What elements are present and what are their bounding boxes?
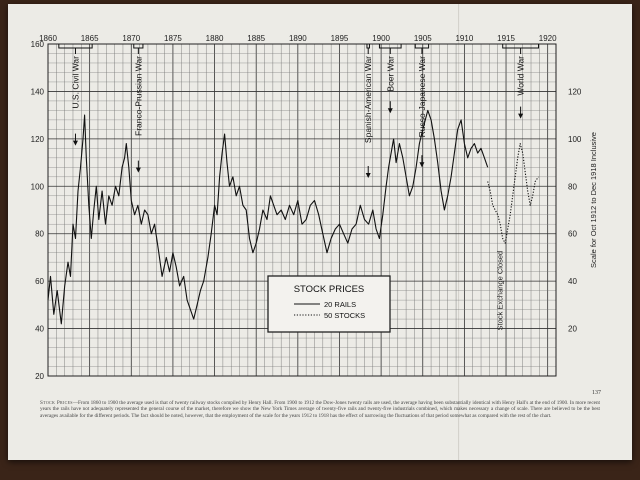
right-tick-label: 60 [568, 230, 577, 239]
annotation-spanish-american-war: Spanish-American War [363, 44, 373, 178]
left-tick-label: 60 [35, 277, 44, 286]
x-tick-label: 1915 [497, 34, 515, 43]
left-tick-label: 80 [35, 230, 44, 239]
annotation-world-war: World War [502, 44, 540, 119]
x-tick-label: 1865 [81, 34, 99, 43]
x-tick-label: 1870 [122, 34, 140, 43]
x-tick-label: 1860 [39, 34, 57, 43]
x-tick-label: 1895 [331, 34, 349, 43]
annotation-russo-japanese-war: Russo-Japanese War [414, 44, 430, 168]
left-tick-label: 140 [31, 87, 45, 96]
annotation-u-s-civil-war: U.S. Civil War [58, 44, 93, 146]
annotation-boer-war: Boer War [378, 44, 402, 114]
legend-label-20-rails: 20 RAILS [324, 300, 356, 309]
x-tick-label: 1885 [247, 34, 265, 43]
annotation-bracket [133, 44, 144, 49]
annotation-label: Spanish-American War [363, 56, 373, 143]
chart-series [47, 109, 539, 325]
plot-frame [47, 43, 557, 377]
stock-exchange-closed-note: Stock Exchange Closed [495, 251, 504, 331]
right-tick-label: 40 [568, 277, 577, 286]
annotation-label: Boer War [385, 56, 395, 92]
left-tick-label: 100 [31, 182, 45, 191]
x-tick-label: 1890 [289, 34, 307, 43]
series-line-50-stocks [487, 143, 539, 244]
annotation-bracket [366, 44, 370, 49]
annotation-label: Franco-Prussian War [133, 56, 143, 136]
legend: STOCK PRICES 20 RAILS 50 STOCKS [267, 275, 391, 333]
x-tick-label: 1880 [206, 34, 224, 43]
left-tick-label: 160 [31, 40, 45, 49]
legend-title: STOCK PRICES [294, 284, 365, 295]
war-annotations: U.S. Civil War Franco-Prussian War Spanish… [58, 44, 540, 178]
right-axis-label: Scale for Oct 1912 to Dec 1918 Inclusive [589, 132, 598, 268]
x-tick-label: 1875 [164, 34, 182, 43]
right-tick-label: 20 [568, 325, 577, 334]
annotation-label: World War [516, 56, 526, 96]
annotation-arrowhead [365, 173, 371, 178]
annotation-arrowhead [518, 113, 524, 119]
left-tick-label: 40 [35, 325, 44, 334]
right-tick-label: 100 [568, 135, 582, 144]
annotation-label: U.S. Civil War [70, 56, 80, 109]
caption-text: —From 1860 to 1900 the average used is t… [40, 400, 600, 419]
right-tick-label: 120 [568, 87, 582, 96]
x-tick-label: 1900 [372, 34, 390, 43]
left-axis-tick-labels: 20 40 60 80 100 120 140 160 [31, 40, 45, 381]
right-axis-tick-labels: 20 40 60 80 100 120 [568, 87, 582, 333]
annotation-arrowhead [72, 140, 78, 146]
annotation-arrowhead [135, 167, 141, 173]
annotation-arrowhead [387, 108, 393, 114]
annotation-franco-prussian-war: Franco-Prussian War [133, 44, 144, 173]
left-tick-label: 20 [35, 372, 44, 381]
x-tick-label: 1920 [539, 34, 557, 43]
series-line-20-rails [47, 109, 489, 325]
page-number: 137 [592, 390, 601, 396]
printed-page [8, 4, 632, 460]
legend-label-50-stocks: 50 STOCKS [324, 311, 365, 320]
left-tick-label: 120 [31, 135, 45, 144]
annotation-bracket [58, 44, 93, 49]
figure-caption: Stock Prices—From 1860 to 1900 the avera… [40, 400, 600, 419]
caption-lead: Stock Prices [40, 400, 73, 406]
annotation-bracket [414, 44, 430, 49]
x-tick-label: 1910 [455, 34, 473, 43]
right-tick-label: 80 [568, 182, 577, 191]
page-fold [458, 4, 460, 460]
legend-box [267, 275, 391, 333]
x-axis-tick-labels: 1860 1865 1870 1875 1880 1885 1890 1895 1900 1905… [39, 34, 557, 43]
annotation-label: Russo-Japanese War [417, 56, 427, 138]
annotation-bracket [502, 44, 540, 49]
x-tick-label: 1905 [414, 34, 432, 43]
annotation-arrowhead [419, 162, 425, 168]
